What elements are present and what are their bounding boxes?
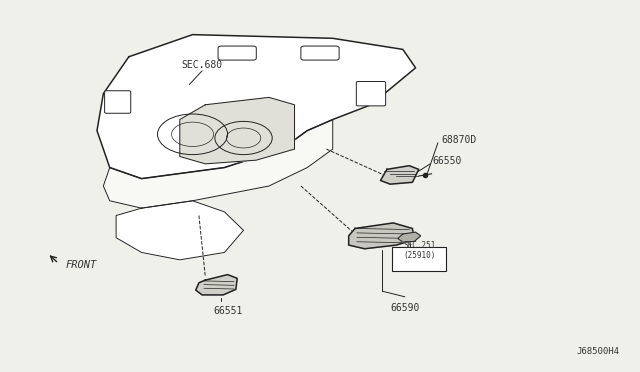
Polygon shape <box>180 97 294 164</box>
FancyBboxPatch shape <box>218 46 256 60</box>
FancyBboxPatch shape <box>356 81 386 106</box>
FancyBboxPatch shape <box>301 46 339 60</box>
Polygon shape <box>349 223 414 249</box>
Text: 68870D: 68870D <box>441 135 476 145</box>
Text: SEC.251
(25910): SEC.251 (25910) <box>403 241 436 260</box>
Text: 66590: 66590 <box>390 304 419 314</box>
Polygon shape <box>97 35 415 179</box>
FancyBboxPatch shape <box>392 247 446 271</box>
Polygon shape <box>196 275 237 295</box>
Text: SEC.680: SEC.680 <box>182 60 223 70</box>
Polygon shape <box>381 166 419 184</box>
Polygon shape <box>397 232 420 242</box>
Polygon shape <box>116 201 244 260</box>
Text: J68500H4: J68500H4 <box>577 347 620 356</box>
Polygon shape <box>103 119 333 208</box>
Text: FRONT: FRONT <box>65 260 97 270</box>
Text: 66550: 66550 <box>433 156 462 166</box>
Text: 66551: 66551 <box>213 306 243 316</box>
FancyBboxPatch shape <box>104 91 131 113</box>
